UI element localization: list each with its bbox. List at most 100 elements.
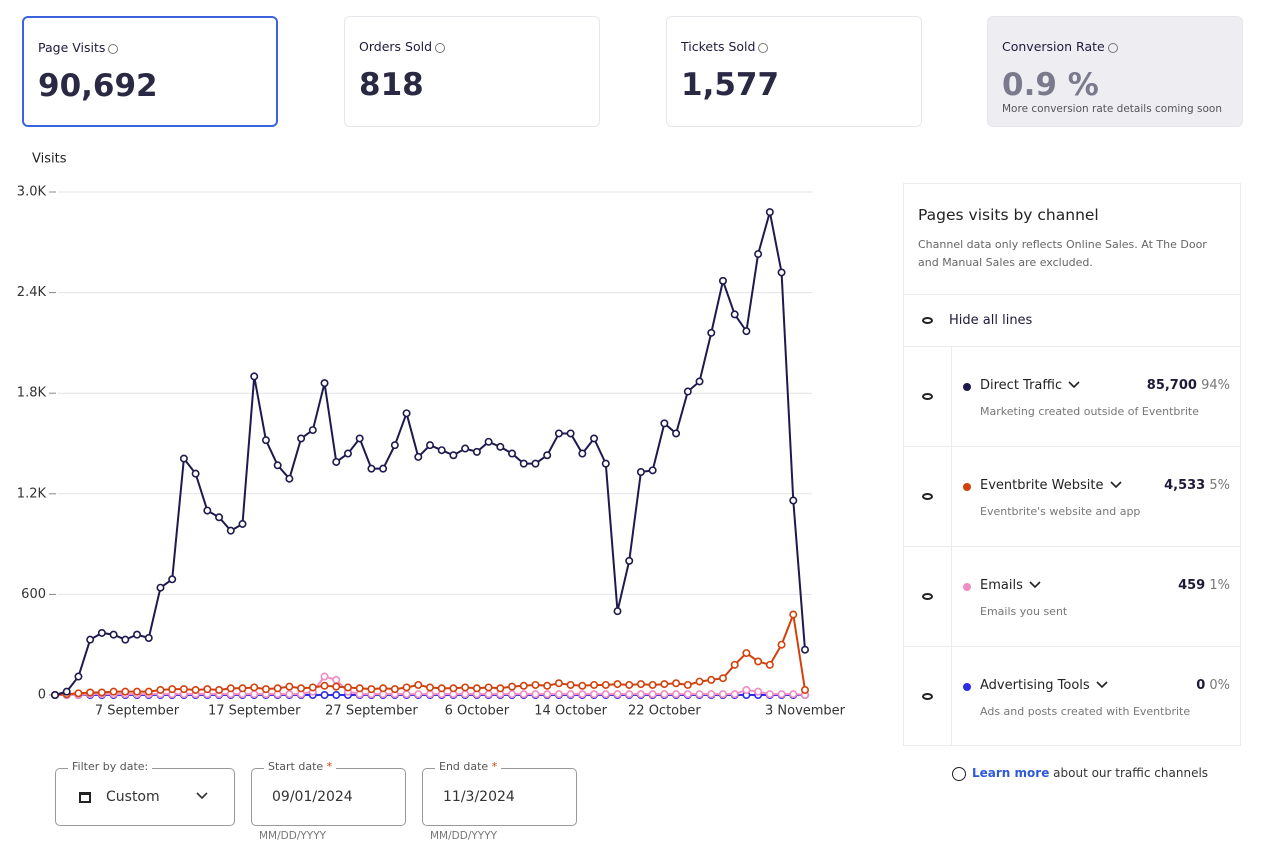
- required-mark: *: [491, 760, 498, 773]
- stat-label: Orders Sold: [359, 39, 432, 54]
- data-point: [789, 496, 798, 505]
- data-point: [261, 685, 270, 694]
- data-point: [636, 690, 645, 699]
- data-point: [695, 377, 704, 386]
- panel-title: Pages visits by channel: [918, 206, 1099, 224]
- x-tick-label: 14 October: [534, 704, 607, 719]
- data-point: [742, 649, 751, 658]
- channel-share: 0%: [1209, 678, 1230, 693]
- y-tick-label: 3.0K: [17, 185, 47, 200]
- data-point: [191, 685, 200, 694]
- data-point: [601, 680, 610, 689]
- data-point: [672, 429, 681, 438]
- date-filter[interactable]: Filter by date: Custom: [55, 760, 235, 826]
- data-point: [660, 690, 669, 699]
- stat-card[interactable]: Orders Sold 818: [344, 16, 600, 127]
- data-point: [367, 685, 376, 694]
- channel-dot: [963, 483, 971, 491]
- channel-share: 1%: [1209, 578, 1230, 593]
- channel-row[interactable]: Advertising Tools 0 0% Ads and posts cre…: [904, 646, 1240, 746]
- info-icon: [952, 766, 966, 781]
- data-point: [285, 682, 294, 691]
- series-line: [54, 610, 806, 696]
- data-point: [695, 677, 704, 686]
- hide-row[interactable]: Hide all lines: [904, 294, 1240, 346]
- channel-panel: Pages visits by channel Channel data onl…: [903, 183, 1241, 746]
- data-point: [672, 679, 681, 688]
- channel-share: 94%: [1201, 378, 1230, 393]
- data-point: [613, 690, 622, 699]
- learn-more-link[interactable]: Learn more: [972, 766, 1050, 780]
- data-point: [660, 419, 669, 428]
- data-point: [707, 675, 716, 684]
- data-point: [332, 675, 341, 684]
- chevron: [1109, 481, 1122, 489]
- stat-card[interactable]: Tickets Sold 1,577: [666, 16, 922, 127]
- data-point: [590, 680, 599, 689]
- data-point: [789, 610, 798, 619]
- channel-description: Marketing created outside of Eventbrite: [980, 405, 1200, 418]
- info-icon: [758, 42, 769, 53]
- data-point: [133, 687, 142, 696]
- stat-card[interactable]: Page Visits 90,692: [22, 16, 278, 127]
- data-point: [156, 583, 165, 592]
- end-date[interactable]: End date * 11/3/2024: [422, 760, 577, 826]
- data-point: [62, 687, 71, 696]
- data-point: [297, 434, 306, 443]
- data-point: [226, 526, 235, 535]
- stat-value: 0.9 %: [1002, 67, 1099, 103]
- data-point: [742, 327, 751, 336]
- channel-description: Ads and posts created with Eventbrite: [980, 705, 1191, 718]
- data-point: [625, 690, 634, 699]
- data-point: [578, 690, 587, 699]
- channel-count: 85,700: [1146, 378, 1197, 393]
- data-point: [179, 454, 188, 463]
- data-point: [683, 690, 692, 699]
- data-point: [320, 690, 329, 699]
- data-point: [402, 683, 411, 692]
- data-point: [168, 685, 177, 694]
- data-point: [519, 459, 528, 468]
- data-point: [437, 684, 446, 693]
- data-point: [648, 466, 657, 475]
- data-point: [765, 660, 774, 669]
- data-point: [250, 372, 259, 381]
- hide-label: Hide all lines: [949, 313, 1033, 328]
- channel-row[interactable]: Direct Traffic 85,700 94% Marketing crea…: [904, 346, 1240, 446]
- data-point: [320, 379, 329, 388]
- start-date[interactable]: Start date * 09/01/2024: [251, 760, 406, 826]
- stat-value: 90,692: [38, 68, 158, 104]
- data-point: [531, 459, 540, 468]
- data-point: [496, 684, 505, 693]
- data-point: [86, 688, 95, 697]
- data-point: [109, 687, 118, 696]
- channel-dot: [963, 583, 971, 591]
- x-tick-label: 17 September: [208, 704, 301, 719]
- data-point: [554, 679, 563, 688]
- data-point: [402, 690, 411, 699]
- field-hint: MM/DD/YYYY: [430, 830, 498, 842]
- data-point: [144, 687, 153, 696]
- data-point: [320, 672, 329, 681]
- y-tick-label: 600: [21, 587, 46, 602]
- channel-row[interactable]: Eventbrite Website 4,533 5% Eventbrite's…: [904, 446, 1240, 546]
- data-point: [683, 387, 692, 396]
- panel-description: Channel data only reflects Online Sales.…: [918, 238, 1207, 269]
- data-point: [519, 681, 528, 690]
- channel-row[interactable]: Emails 459 1% Emails you sent: [904, 546, 1240, 646]
- data-point: [144, 633, 153, 642]
- data-point: [484, 437, 493, 446]
- data-point: [238, 519, 247, 528]
- data-point: [449, 684, 458, 693]
- data-point: [367, 464, 376, 473]
- data-point: [414, 690, 423, 699]
- data-point: [613, 680, 622, 689]
- data-point: [414, 452, 423, 461]
- eye-icon: [922, 317, 933, 324]
- data-point: [343, 449, 352, 458]
- y-tick-label: 2.4K: [17, 285, 47, 300]
- channel-description: Emails you sent: [980, 605, 1068, 618]
- data-point: [543, 681, 552, 690]
- stat-value: 818: [359, 67, 424, 103]
